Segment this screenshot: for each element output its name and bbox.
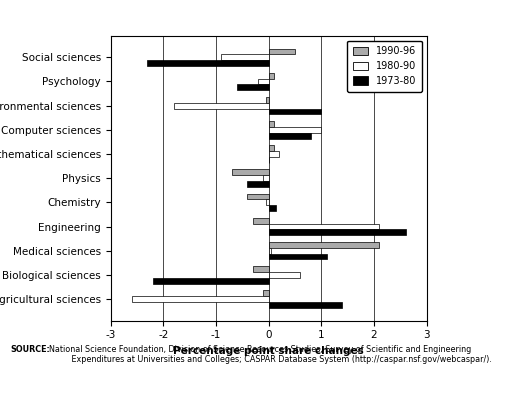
Bar — [263, 175, 268, 181]
Bar — [268, 109, 321, 114]
Bar — [174, 103, 268, 109]
Bar — [253, 218, 268, 224]
Bar — [268, 224, 379, 229]
X-axis label: Percentage point share changes: Percentage point share changes — [173, 346, 364, 356]
Bar — [148, 60, 268, 66]
Bar — [248, 181, 268, 187]
Bar — [268, 127, 321, 133]
Bar — [258, 78, 268, 84]
Bar — [237, 84, 268, 90]
Bar — [263, 290, 268, 296]
Legend: 1990-96, 1980-90, 1973-80: 1990-96, 1980-90, 1973-80 — [347, 40, 422, 92]
Bar — [268, 248, 271, 254]
Bar — [232, 169, 268, 175]
Text: SOURCE:: SOURCE: — [10, 345, 50, 354]
Bar — [248, 194, 268, 200]
Bar — [268, 151, 279, 157]
Text: Figure 1.  Changes in the share of academic R&D in S&E fields: 1973-80, 1980-90,: Figure 1. Changes in the share of academ… — [0, 8, 514, 18]
Bar — [266, 97, 268, 103]
Bar — [132, 296, 268, 302]
Bar — [268, 254, 326, 259]
Bar — [266, 200, 268, 205]
Bar — [268, 205, 277, 211]
Bar — [268, 121, 274, 127]
Bar — [268, 229, 406, 235]
Bar — [268, 145, 274, 151]
Bar — [268, 73, 274, 78]
Bar — [268, 133, 310, 139]
Bar — [268, 49, 295, 54]
Bar — [221, 54, 268, 60]
Bar — [268, 272, 300, 278]
Text: National Science Foundation, Division of Science Resources Studies, Survey of Sc: National Science Foundation, Division of… — [44, 345, 491, 364]
Bar — [268, 302, 342, 308]
Bar — [153, 278, 268, 284]
Bar — [253, 266, 268, 272]
Bar — [268, 242, 379, 248]
